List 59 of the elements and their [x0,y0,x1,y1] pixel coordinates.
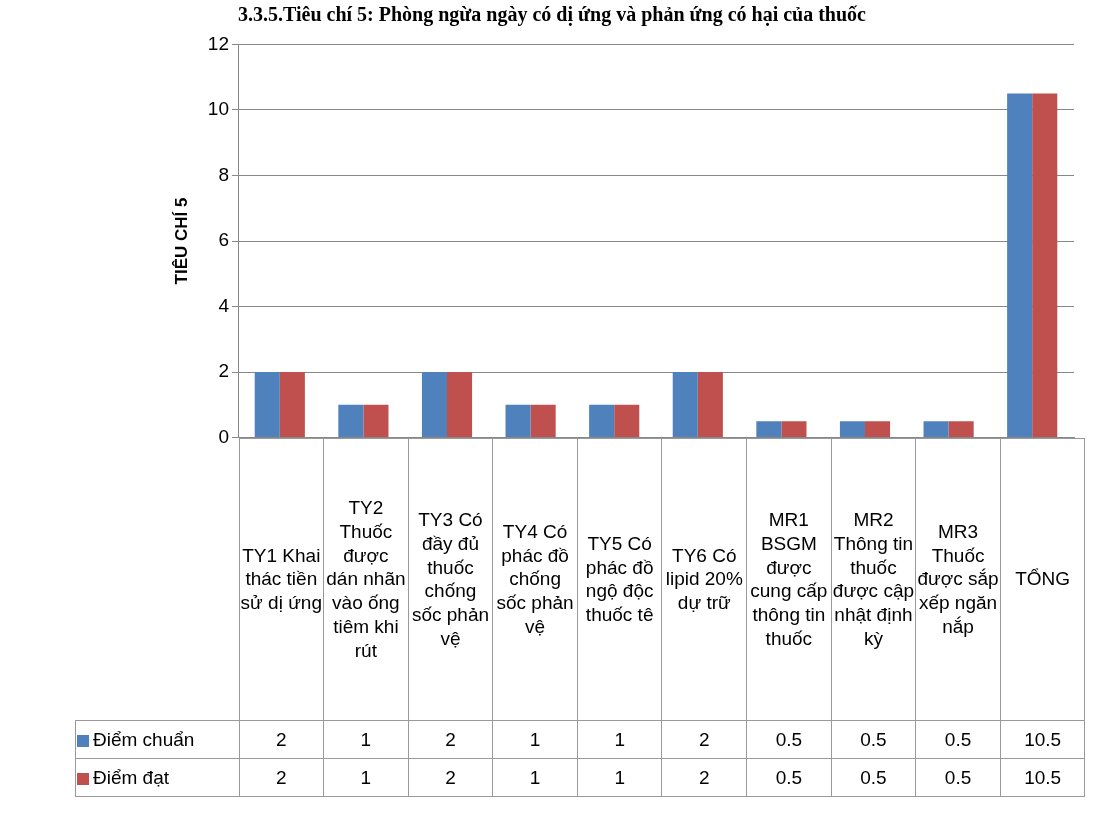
data-label: 0.5 [915,758,1001,797]
legend-label: Điểm đạt [75,758,239,797]
bar [505,404,531,438]
bar [447,372,473,438]
y-tick-label: 8 [218,163,229,185]
data-label: 10.5 [1000,720,1085,759]
data-label: 1 [323,758,409,797]
bar [865,421,891,438]
bar [948,421,974,438]
x-tick-label: MR1 BSGM được cung cấp thông tin thuốc [746,438,832,721]
y-tick-label: 2 [218,360,229,382]
y-tick-label: 4 [218,294,230,316]
data-label: 2 [408,720,493,759]
data-label: 0.5 [915,720,1001,759]
x-tick-label: MR2 Thông tin thuốc được cập nhật định kỳ [831,438,916,721]
x-tick-label: TY3 Có đầy đủ thuốc chống sốc phản vệ [408,438,493,721]
bar [589,404,615,438]
bar [254,372,280,438]
x-tick-label: TY5 Có phác đồ ngộ độc thuốc tê [577,438,662,721]
x-tick-label: TY4 Có phác đồ chống sốc phản vệ [492,438,578,721]
x-tick-label: MR3 Thuốc được sắp xếp ngăn nắp [915,438,1001,721]
y-tick-label: 12 [207,32,229,54]
bar [338,404,364,438]
data-label: 1 [577,758,662,797]
data-label: 10.5 [1000,758,1085,797]
bar [1032,93,1058,438]
y-axis-title: TIÊU CHÍ 5 [171,197,191,285]
x-tick-label: TY6 Có lipid 20% dự trữ [661,438,747,721]
data-label: 1 [323,720,409,759]
data-label: 1 [577,720,662,759]
data-label: 2 [661,720,747,759]
data-label: 1 [492,758,578,797]
bar [756,421,782,438]
legend-label: Điểm chuẩn [75,720,239,759]
y-tick-label: 0 [218,425,229,447]
bar [530,404,556,438]
bar [421,372,447,438]
bar [279,372,305,438]
bar [614,404,640,438]
x-tick-label: TY2 Thuốc được dán nhãn vào ống tiêm khi rút [323,438,409,721]
x-tick-label: TỔNG [1000,438,1085,721]
bar [697,372,723,438]
data-label: 2 [408,758,493,797]
bar [1007,93,1033,438]
data-label: 2 [661,758,747,797]
data-label: 0.5 [831,720,916,759]
chart-title: 3.3.5.Tiêu chí 5: Phòng ngừa ngày có dị ứng và phản ứng có hại của thuốc [237,2,867,28]
x-tick-label: TY1 Khai thác tiền sử dị ứng [239,438,324,721]
bar [923,421,949,438]
data-label: 0.5 [746,720,832,759]
bar [839,421,865,438]
bar [363,404,389,438]
y-tick-label: 6 [218,229,229,251]
data-label: 0.5 [746,758,832,797]
bar [672,372,698,438]
y-tick-label: 10 [207,98,229,120]
data-label: 1 [492,720,578,759]
data-label: 0.5 [831,758,916,797]
bar [781,421,807,438]
